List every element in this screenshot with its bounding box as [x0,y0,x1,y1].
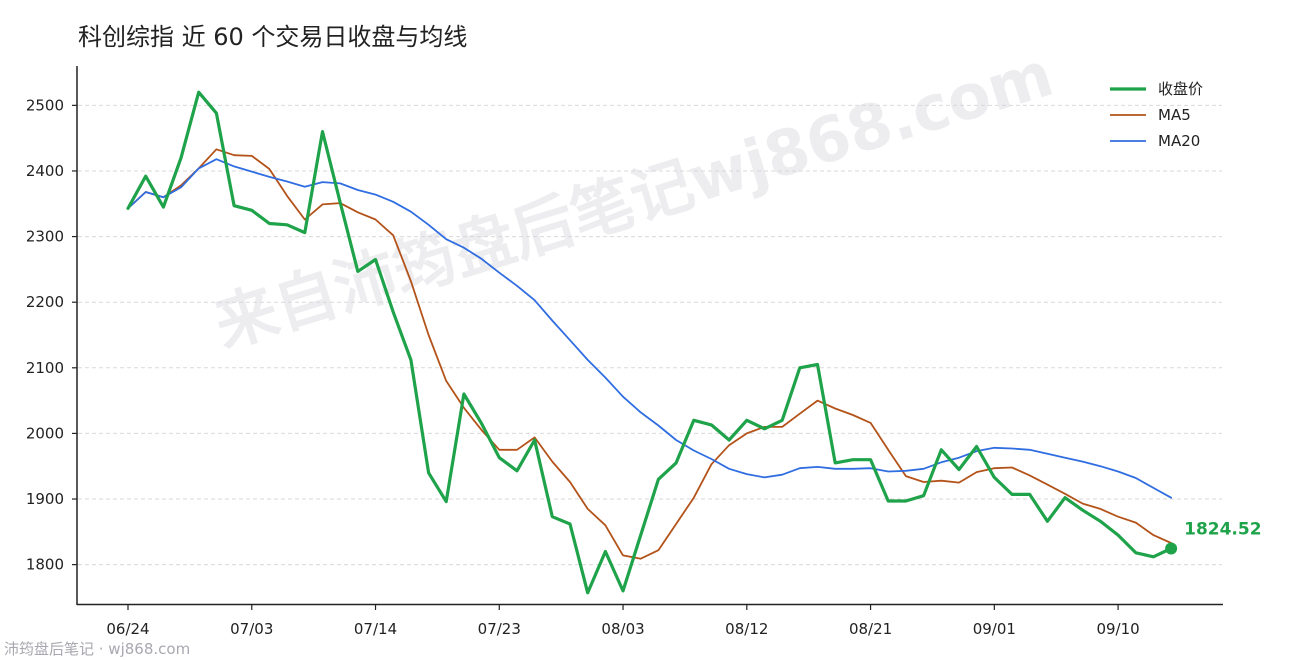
series-lines [126,90,1173,595]
x-tick-label: 08/03 [601,620,644,638]
end-marker: 1824.52 [1165,520,1262,555]
series-line-0 [126,90,1173,595]
legend: 收盘价 MA5 MA20 [1110,80,1203,150]
y-tick-label: 1900 [26,490,64,508]
x-tick-label: 08/12 [725,620,768,638]
series-line-1 [127,148,1172,560]
end-point-marker [1165,542,1178,555]
x-ticks: 06/24 07/03 07/14 07/23 08/03 08/12 08/21 09/01… [106,605,1140,638]
legend-label-0: 收盘价 [1158,80,1203,98]
chart-title: 科创综指 近 60 个交易日收盘与均线 [78,23,467,51]
x-tick-label: 08/21 [849,620,892,638]
x-tick-label: 09/10 [1096,620,1139,638]
x-tick-label: 06/24 [106,620,149,638]
x-tick-label: 07/23 [478,620,521,638]
watermark-text: 来自沛筠盘后笔记wj868.com [206,37,1061,362]
legend-label-1: MA5 [1158,106,1191,124]
y-tick-label: 1800 [26,556,64,574]
end-value-label: 1824.52 [1184,520,1261,540]
y-ticks: 1800 1900 2000 2100 2200 2300 2400 2500 [26,96,77,574]
footer-watermark: 沛筠盘后笔记 · wj868.com [4,640,190,658]
x-tick-label: 07/03 [230,620,273,638]
x-tick-label: 07/14 [354,620,397,638]
y-tick-label: 2100 [26,359,64,377]
y-tick-label: 2300 [26,228,64,246]
y-tick-label: 2400 [26,162,64,180]
axes [76,66,1223,606]
series-line-2 [127,158,1172,499]
x-tick-label: 09/01 [973,620,1016,638]
y-tick-label: 2200 [26,293,64,311]
y-tick-label: 2500 [26,96,64,114]
legend-label-2: MA20 [1158,132,1200,150]
y-tick-label: 2000 [26,424,64,442]
